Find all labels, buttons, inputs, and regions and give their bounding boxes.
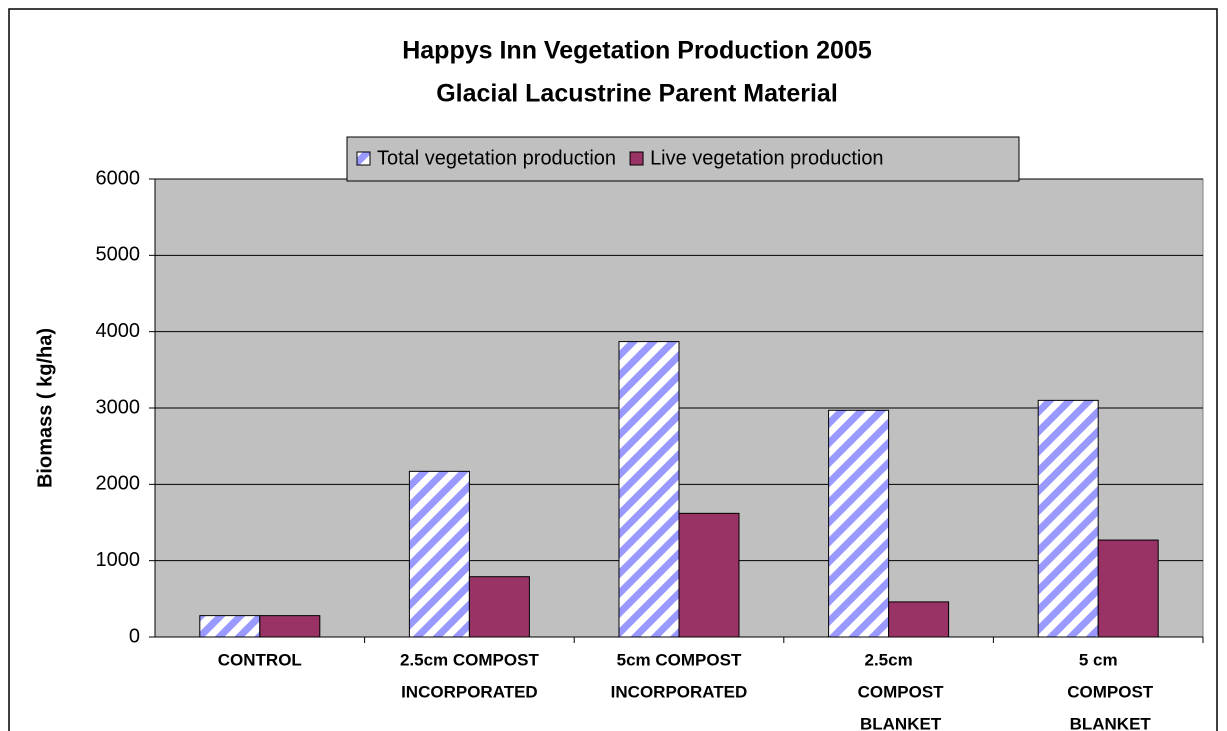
y-tick-label: 5000 bbox=[96, 244, 141, 266]
chart-border bbox=[8, 8, 1218, 731]
y-tick-label: 4000 bbox=[96, 320, 141, 342]
y-tick-label: 2000 bbox=[96, 473, 141, 495]
x-tick-label: 5cm COMPOST bbox=[617, 650, 742, 669]
bar bbox=[199, 615, 261, 638]
bar bbox=[408, 470, 470, 638]
legend-swatch bbox=[629, 151, 644, 166]
bar bbox=[888, 601, 950, 638]
legend-label: Live vegetation production bbox=[650, 147, 884, 169]
bar bbox=[259, 615, 321, 638]
legend-label: Total vegetation production bbox=[377, 147, 616, 169]
y-tick-label: 6000 bbox=[96, 167, 141, 189]
chart-subtitle: Glacial Lacustrine Parent Material bbox=[436, 80, 838, 108]
y-axis-title: Biomass ( kg/ha) bbox=[34, 328, 56, 488]
x-tick-label: INCORPORATED bbox=[611, 682, 748, 701]
legend-swatch bbox=[356, 151, 371, 166]
x-tick-label: 5 cm bbox=[1079, 650, 1118, 669]
legend-box bbox=[346, 136, 1020, 182]
x-tick-label: 2.5cm bbox=[864, 650, 912, 669]
y-tick-label: 1000 bbox=[96, 549, 141, 571]
x-tick-label: COMPOST bbox=[858, 682, 945, 701]
x-tick-label: BLANKET bbox=[860, 714, 942, 731]
chart-title: Happys Inn Vegetation Production 2005 bbox=[402, 37, 872, 65]
bar bbox=[468, 576, 530, 638]
y-tick-label: 3000 bbox=[96, 396, 141, 418]
bar bbox=[618, 341, 680, 638]
x-tick-label: BLANKET bbox=[1070, 714, 1152, 731]
x-tick-label: 2.5cm COMPOST bbox=[400, 650, 539, 669]
bar bbox=[1097, 539, 1159, 638]
bar bbox=[828, 409, 890, 638]
bar bbox=[678, 512, 740, 638]
x-tick-label: INCORPORATED bbox=[401, 682, 538, 701]
bar bbox=[1037, 399, 1099, 638]
x-tick-label: CONTROL bbox=[218, 650, 302, 669]
y-tick-label: 0 bbox=[129, 625, 140, 647]
x-tick-label: COMPOST bbox=[1067, 682, 1154, 701]
